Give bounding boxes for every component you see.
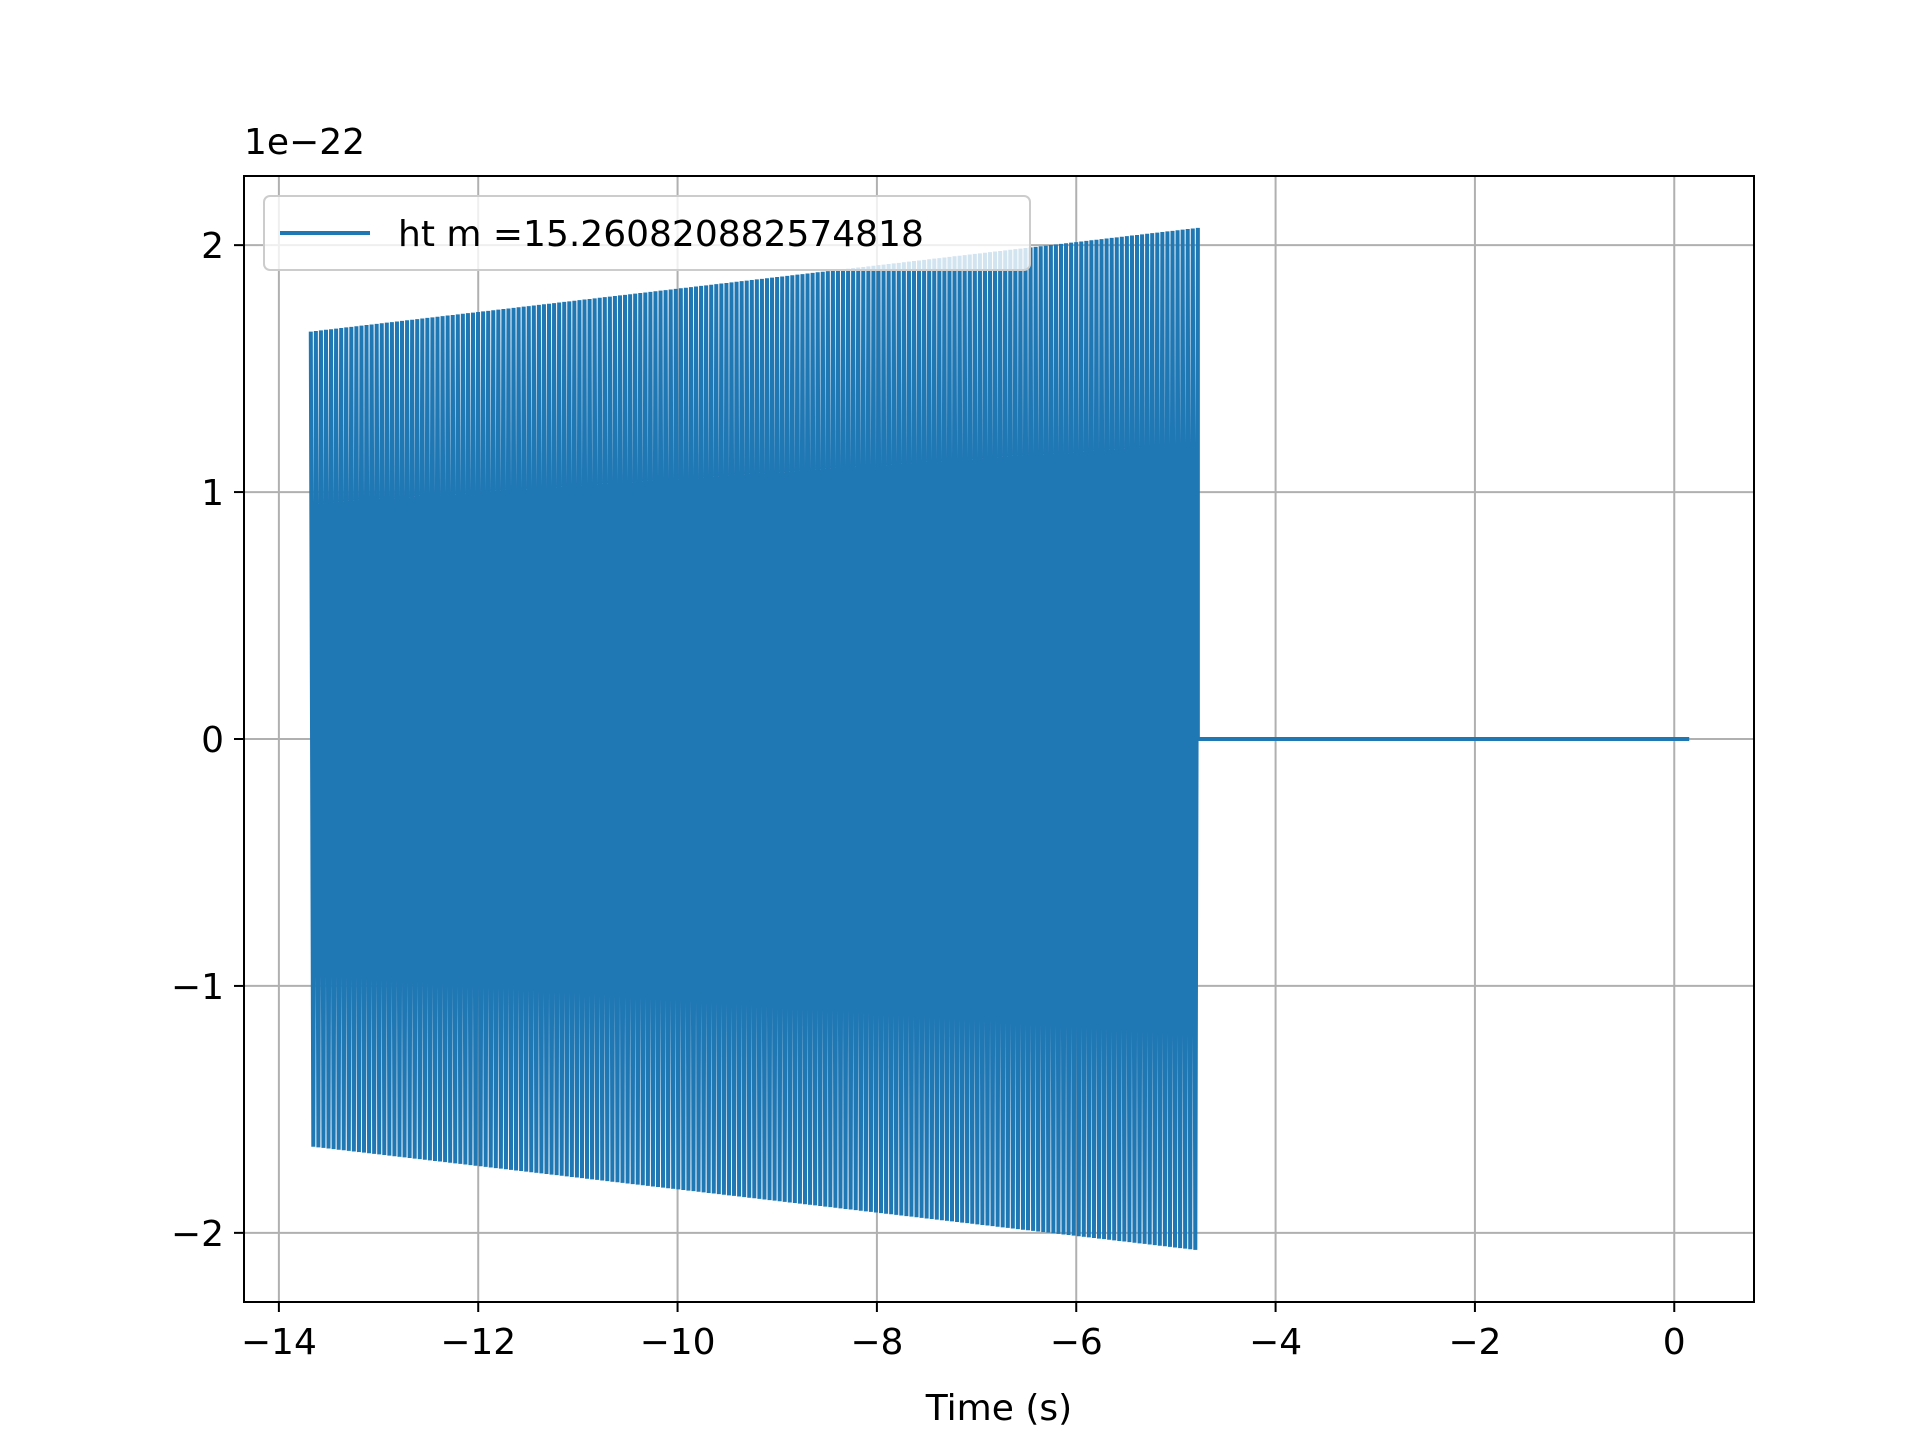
x-tick-label: −8 (850, 1322, 903, 1363)
series-line (308, 227, 1690, 1250)
x-axis: −14 −12 −10 −8 −6 −4 −2 0 (241, 1302, 1686, 1363)
y-tick-label: 2 (201, 226, 224, 267)
legend-label: ht m =15.260820882574818 (398, 214, 924, 255)
y-offset-text: 1e−22 (244, 122, 365, 163)
x-axis-label: Time (s) (925, 1388, 1072, 1429)
y-axis: −2 −1 0 1 2 (171, 226, 244, 1255)
x-tick-label: −12 (440, 1322, 516, 1363)
x-tick-label: −14 (241, 1322, 317, 1363)
x-tick-label: 0 (1663, 1322, 1686, 1363)
x-tick-label: −2 (1448, 1322, 1501, 1363)
x-tick-label: −4 (1249, 1322, 1302, 1363)
y-tick-label: 0 (201, 720, 224, 761)
y-tick-label: 1 (201, 473, 224, 514)
y-tick-label: −2 (171, 1214, 224, 1255)
x-tick-label: −10 (640, 1322, 716, 1363)
legend-box (263, 195, 1031, 271)
plot-area (308, 227, 1690, 1250)
legend: ht m =15.260820882574818 (263, 195, 1031, 271)
y-tick-label: −1 (171, 967, 224, 1008)
x-tick-label: −6 (1050, 1322, 1103, 1363)
